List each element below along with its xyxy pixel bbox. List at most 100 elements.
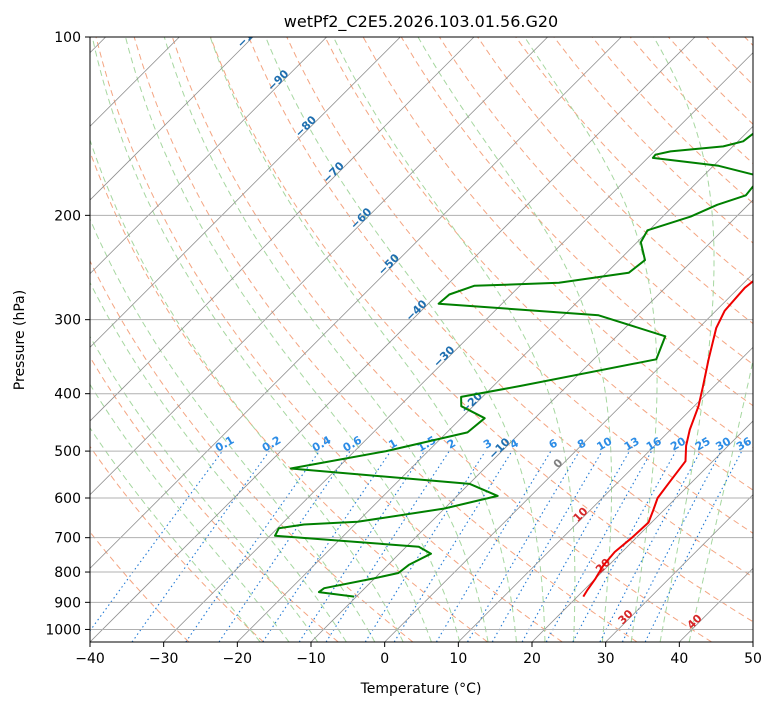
isotherm-line [90, 37, 254, 201]
dry-adiabat-line [90, 150, 488, 642]
dry-adiabat-line [477, 37, 753, 325]
isotherm-line [310, 199, 753, 642]
x-axis-label: Temperature (°C) [360, 681, 482, 697]
isotherm-label: −100 [235, 18, 267, 50]
x-tick-label: 10 [449, 651, 467, 667]
x-tick-label: 40 [670, 651, 688, 667]
background-lines [90, 37, 753, 642]
dry-adiabat-line [668, 37, 753, 125]
plot-frame [89, 36, 754, 643]
isotherm-label: 10 [571, 505, 591, 525]
isotherm-line [90, 37, 696, 642]
temperature-profile-line [582, 280, 753, 598]
y-tick-label: 400 [54, 387, 81, 403]
dry-adiabat-line [248, 37, 753, 578]
mixing-ratio-line [262, 450, 392, 642]
y-tick-label: 500 [54, 444, 81, 460]
dry-adiabat-line [171, 37, 712, 642]
moist-adiabat-line [90, 138, 404, 642]
isotherm-label: −30 [431, 343, 458, 370]
moist-adiabat-line [265, 37, 546, 642]
x-tick-label: 30 [597, 651, 615, 667]
isotherm-line [237, 125, 753, 642]
dry-adiabat-line [286, 37, 753, 534]
mixing-ratio-line [599, 450, 701, 642]
isotherm-label: 30 [616, 607, 636, 627]
x-tick-label: −40 [75, 651, 105, 667]
mixing-ratio-label: 6 [547, 436, 560, 451]
dry-adiabat-line [324, 37, 753, 491]
moist-adiabat-line [524, 37, 658, 642]
moist-adiabat-line [90, 427, 261, 642]
isotherm-line [163, 52, 753, 642]
mixing-ratio-line [521, 450, 630, 642]
moist-adiabat-line [90, 335, 319, 642]
moist-adiabat-line [163, 37, 489, 642]
mixing-ratio-label: 36 [734, 434, 754, 453]
y-tick-label: 300 [54, 313, 81, 329]
mixing-ratio-line [298, 450, 425, 642]
dry-adiabat-line [438, 37, 753, 366]
isotherm-line [90, 37, 401, 348]
moist-adiabat-line [209, 37, 517, 642]
y-tick-label: 600 [54, 491, 81, 507]
chart-title: wetPf2_C2E5.2026.103.01.56.G20 [284, 12, 558, 32]
isotherm-line [90, 37, 622, 569]
y-tick-label: 800 [54, 565, 81, 581]
moist-adiabat-line [91, 37, 432, 642]
dry-adiabat-line [706, 37, 753, 86]
dry-adiabat-line [133, 37, 638, 642]
moist-adiabat-line [417, 37, 612, 642]
isotherm-line [90, 37, 548, 496]
mixing-ratio-line [572, 450, 677, 642]
x-tick-label: −20 [223, 651, 253, 667]
line-labels: 0.1 0.2 0.4 0.6 1 1.5 2 3 4 6 8 10 13 16 20 25 30 36−100−… [213, 18, 754, 632]
moist-adiabat-line [332, 37, 576, 642]
x-tick-label: 20 [523, 651, 541, 667]
mixing-ratio-line [435, 450, 552, 642]
x-tick-label: 0 [380, 651, 389, 667]
dry-adiabat-line [591, 37, 753, 204]
isotherm-line [90, 37, 475, 422]
moist-adiabat-line [653, 37, 715, 642]
y-tick-label: 200 [54, 208, 81, 224]
mixing-ratio-lines [90, 450, 743, 642]
isotherm-label: −90 [265, 67, 292, 94]
y-tick-label: 1000 [45, 622, 81, 638]
isobars [90, 37, 753, 630]
dewpoint-profile-line [274, 132, 753, 598]
dry-adiabat-line [90, 445, 264, 642]
mixing-ratio-line [364, 450, 486, 642]
mixing-ratio-line [131, 450, 270, 642]
moist-adiabats [90, 37, 753, 642]
y-tick-label: 700 [54, 531, 81, 547]
dry-adiabat-line [90, 356, 339, 642]
isotherm-line [384, 273, 753, 642]
y-axis-ticks: 100 200 300 400 500 600 700 800 900 1000 [45, 30, 90, 638]
y-tick-label: 900 [54, 595, 81, 611]
dry-adiabat-line [744, 37, 753, 47]
isotherm-line [679, 567, 753, 642]
isotherm-label: −50 [376, 251, 403, 278]
moist-adiabat-line [688, 358, 753, 642]
mixing-ratio-line [185, 450, 320, 642]
isotherm-label: −70 [320, 159, 347, 186]
isotherm-line [752, 641, 753, 642]
mixing-ratio-line [218, 450, 351, 642]
x-tick-label: 50 [744, 651, 762, 667]
moist-adiabat-line [90, 217, 376, 642]
isotherm-label: −60 [348, 205, 375, 232]
moist-adiabat-line [90, 383, 290, 642]
isotherm-line [458, 346, 753, 642]
y-tick-label: 100 [54, 30, 81, 46]
isotherm-line [605, 494, 753, 642]
isotherm-line [90, 37, 327, 275]
x-tick-label: −30 [149, 651, 179, 667]
moist-adiabat-line [125, 37, 461, 642]
isotherm-label: 40 [685, 612, 705, 632]
mixing-ratio-line [90, 450, 223, 632]
dry-adiabat-line [90, 531, 190, 642]
mixing-ratio-line [325, 450, 450, 642]
dry-adiabat-line [210, 37, 753, 623]
